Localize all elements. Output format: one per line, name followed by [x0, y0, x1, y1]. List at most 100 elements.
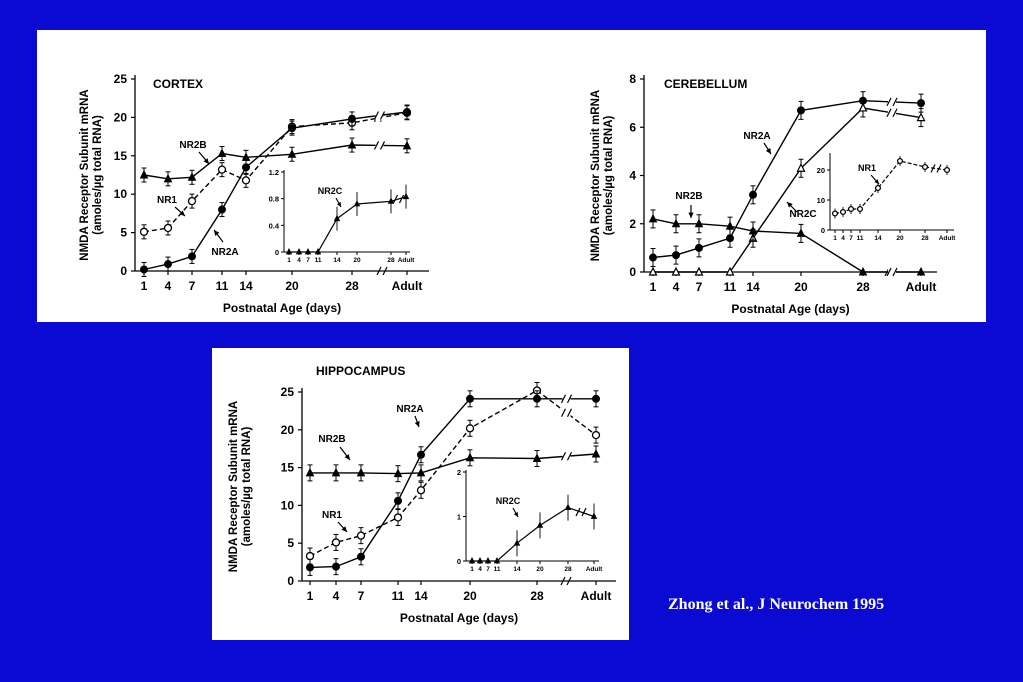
- inset-data-point: [304, 247, 312, 255]
- x-axis-label: Postnatal Age (days): [731, 302, 849, 316]
- inset-x-tick-label: 11: [857, 235, 864, 242]
- series-break-a: [886, 97, 892, 107]
- series-nr2a: [306, 390, 600, 576]
- inset-series-break-b: [581, 507, 587, 517]
- chart-title: CORTEX: [153, 77, 203, 91]
- x-tick-label: 1: [650, 280, 657, 294]
- inset-data-point: [847, 205, 855, 213]
- data-point-nr2b: [305, 467, 315, 477]
- inset-data-point: [564, 503, 572, 510]
- series-break-gap: [562, 451, 571, 462]
- y-axis-label: NMDA Receptor Subunit mRNA (amoles/µg tot…: [79, 89, 104, 260]
- data-point-nr1: [241, 176, 251, 185]
- x-axis-label: Postnatal Age (days): [223, 301, 341, 315]
- data-point-nr2b: [591, 448, 601, 458]
- data-point-nr2c: [694, 266, 704, 276]
- inset-data-point: [314, 247, 322, 255]
- data-point-nr2c: [916, 112, 926, 122]
- series-line: [652, 99, 922, 259]
- series-break-b: [566, 408, 573, 418]
- inset-y-tick-label: 1: [457, 513, 461, 522]
- data-point-nr2a: [394, 496, 402, 505]
- inset-data-point: [590, 512, 598, 519]
- inset-chart: 00.40.81.21 4 7 11 14 20 28 Adult: [269, 168, 416, 264]
- inset-y-tick-label: 0: [821, 226, 825, 235]
- data-point-nr1: [331, 538, 341, 547]
- data-point-nr2b: [858, 266, 868, 276]
- inset-x-tick-label: 7: [486, 566, 490, 573]
- inset-data-point: [536, 521, 544, 528]
- chart-hippocampus: HIPPOCAMPUS NMDA Receptor Subunit mRNA (am…: [228, 364, 616, 625]
- y-tick-label: 10: [281, 498, 295, 512]
- x-tick-label: 1: [307, 589, 314, 603]
- inset-data-point: [493, 556, 501, 564]
- inset-y-tick-label: 0: [457, 557, 461, 566]
- x-tick-label: 11: [724, 280, 737, 294]
- inset-y-tick-label: 0.8: [269, 195, 279, 204]
- inset-data-point: [353, 199, 361, 207]
- x-tick-label: 4: [333, 589, 340, 603]
- data-point-nr2a: [533, 394, 541, 403]
- series-break-gap: [562, 393, 571, 404]
- inset-x-tick-label: 7: [849, 235, 853, 242]
- inset-data-point: [896, 157, 904, 165]
- y-axis-label-line2: (amoles/µg total RNA): [241, 426, 253, 546]
- y-tick-label: 25: [281, 385, 295, 399]
- data-point-nr2a: [917, 99, 925, 108]
- x-tick-label: 14: [746, 280, 760, 294]
- series-break-a: [373, 141, 380, 150]
- x-tick-label: 11: [216, 279, 229, 293]
- series-nr2b: [648, 209, 926, 277]
- data-point-nr2b: [217, 148, 227, 157]
- series-break-gap: [888, 267, 896, 277]
- data-point-nr2b: [393, 468, 403, 478]
- series-break-b: [379, 111, 386, 120]
- x-axis-break-b: [382, 266, 388, 276]
- data-point-nr2b: [356, 467, 366, 477]
- inset-y-tick-label: 0.4: [269, 221, 280, 230]
- series-break-gap: [375, 140, 384, 151]
- series-break-gap: [888, 96, 896, 107]
- series-label-nr1: NR1: [322, 510, 342, 521]
- y-axis-label-line2: (amoles/µg total RNA): [603, 115, 615, 235]
- x-tick-label: 1: [141, 279, 148, 293]
- data-point-nr2b: [465, 452, 475, 462]
- inset-label-arrowhead: [336, 202, 341, 207]
- y-tick-label: 2: [629, 217, 636, 231]
- inset-x-tick-label: 14: [874, 235, 882, 242]
- x-tick-label: 20: [285, 279, 299, 293]
- y-axis-label-line1: NMDA Receptor Subunit mRNA: [590, 90, 602, 261]
- series-label-arrowhead: [688, 212, 694, 218]
- data-point-nr2b: [287, 149, 297, 158]
- data-point-nr2b: [671, 218, 681, 228]
- series-break-a: [886, 108, 892, 118]
- inset-x-tick-label: 7: [306, 257, 310, 264]
- y-tick-label: 4: [629, 169, 636, 183]
- series-label-arrowhead: [341, 526, 347, 532]
- data-point-nr2b: [725, 221, 735, 230]
- series-break-gap: [562, 407, 571, 418]
- inset-x-tick-label: 1: [833, 235, 837, 242]
- x-tick-label: 20: [794, 280, 808, 294]
- data-point-nr2a: [797, 106, 805, 115]
- inset-x-tick-label: 14: [513, 566, 521, 573]
- inset-data-point: [874, 184, 882, 192]
- series-label-nr2c: NR2C: [789, 209, 816, 220]
- inset-x-tick-label: 4: [841, 235, 845, 242]
- data-point-nr1: [416, 486, 426, 495]
- data-point-nr1: [163, 223, 173, 233]
- series-nr2a: [140, 104, 411, 277]
- inset-series-break-b: [936, 164, 942, 173]
- series-break-gap: [375, 110, 384, 121]
- x-axis-break-b: [566, 576, 572, 586]
- series-break-a: [560, 408, 567, 418]
- y-tick-label: 5: [287, 536, 294, 550]
- y-tick-label: 15: [281, 461, 295, 475]
- chart-title: HIPPOCAMPUS: [316, 364, 405, 378]
- data-point-nr2c: [858, 102, 868, 112]
- x-tick-label: 7: [189, 279, 196, 293]
- data-point-nr2b: [532, 453, 542, 463]
- data-point-nr1: [217, 165, 227, 174]
- data-point-nr1: [187, 196, 197, 206]
